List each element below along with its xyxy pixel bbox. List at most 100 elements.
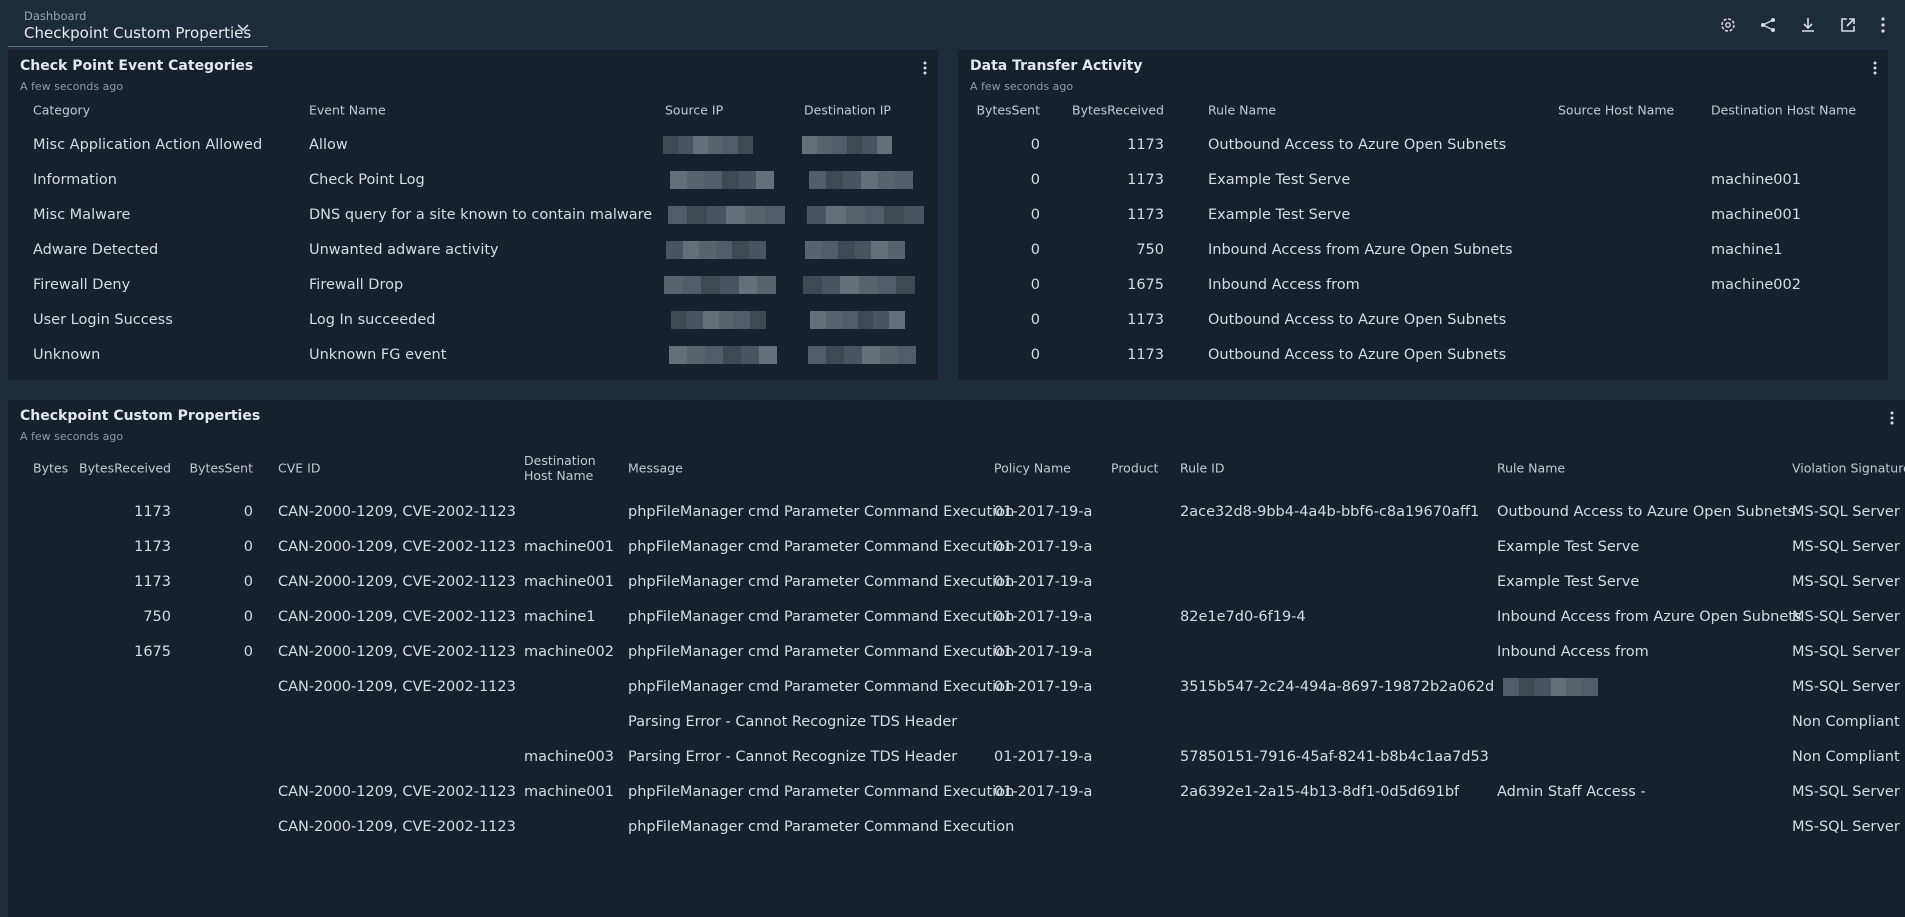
redacted-block <box>701 276 721 294</box>
redacted-block <box>1518 678 1535 696</box>
panel-menu[interactable] <box>922 60 928 76</box>
table-cell: machine002 <box>1711 277 1801 293</box>
table-cell: 57850151-7916-45af-8241-b8b4c1aa7d53 <box>1180 749 1489 765</box>
table-cell: CAN-2000-1209, CVE-2002-1123 <box>278 819 516 835</box>
table-cell: 1173 <box>134 574 171 590</box>
panel: Checkpoint Custom Properties A few second… <box>8 400 1905 917</box>
table-cell: CAN-2000-1209, CVE-2002-1123 <box>278 609 516 625</box>
redacted-block <box>720 276 739 294</box>
redacted-block <box>726 206 746 224</box>
table-cell: Non Compliant <box>1792 714 1900 730</box>
redacted-block <box>903 206 924 224</box>
table-cell: 82e1e7d0-6f19-4 <box>1180 609 1306 625</box>
table-cell: Unknown FG event <box>309 347 447 363</box>
redacted-block <box>757 276 777 294</box>
column-header: Category <box>33 102 91 118</box>
table-cell: 0 <box>243 644 253 660</box>
column-header: Rule ID <box>1180 460 1225 476</box>
redacted-block <box>686 311 703 329</box>
table-cell: CAN-2000-1209, CVE-2002-1123 <box>278 504 516 520</box>
redacted-block <box>865 206 885 224</box>
settings-icon[interactable] <box>1718 15 1738 35</box>
table-cell: MS-SQL Server <box>1792 679 1900 695</box>
redacted-block <box>668 206 688 224</box>
selector-underline <box>8 46 268 47</box>
redacted-block <box>734 311 751 329</box>
table-cell: CAN-2000-1209, CVE-2002-1123 <box>278 574 516 590</box>
table-cell: MS-SQL Server <box>1792 504 1900 520</box>
panel-title: Check Point Event Categories <box>20 58 254 74</box>
redacted-block <box>840 276 860 294</box>
redacted-block <box>859 276 878 294</box>
redacted-block <box>845 206 866 224</box>
redacted-block <box>1566 678 1583 696</box>
redacted-block <box>825 311 842 329</box>
redacted-block <box>826 171 845 189</box>
redacted-block <box>666 241 683 259</box>
panel: Check Point Event Categories A few second… <box>8 50 938 380</box>
overflow-menu[interactable] <box>1878 15 1888 35</box>
table-cell: Inbound Access from Azure Open Subnets <box>1497 609 1802 625</box>
column-header: Destination IP <box>804 102 891 118</box>
table-cell: Parsing Error - Cannot Recognize TDS Hea… <box>628 714 958 730</box>
redacted-block <box>809 171 827 189</box>
redacted-block <box>693 136 708 154</box>
redacted-block <box>832 136 847 154</box>
redacted-block <box>721 171 740 189</box>
redacted-block <box>808 346 826 364</box>
redacted-block <box>671 311 687 329</box>
redacted-block <box>664 276 683 294</box>
column-header: BytesSent <box>189 460 253 476</box>
table-cell: machine001 <box>1711 172 1801 188</box>
table-cell: Inbound Access from <box>1497 644 1649 660</box>
table-cell: Unknown <box>33 347 101 363</box>
share-icon[interactable] <box>1758 15 1778 35</box>
redacted-block <box>817 136 832 154</box>
redacted-block <box>871 241 888 259</box>
redacted-block <box>699 241 716 259</box>
table-cell: 1173 <box>1127 207 1164 223</box>
table-cell: 01-2017-19-a <box>994 679 1093 695</box>
table-cell: Admin Staff Access - <box>1497 784 1646 800</box>
column-header: Source Host Name <box>1558 102 1675 118</box>
table-cell: Inbound Access from Azure Open Subnets <box>1208 242 1513 258</box>
panel: Data Transfer Activity A few seconds ago B… <box>958 50 1888 380</box>
table-cell: 0 <box>1030 172 1040 188</box>
table-cell: 0 <box>243 574 253 590</box>
redacted-block <box>663 136 678 154</box>
column-header: Event Name <box>309 102 386 118</box>
table-cell: 01-2017-19-a <box>994 539 1093 555</box>
panel-menu[interactable] <box>1872 60 1878 76</box>
table-cell: 3515b547-2c24-494a-8697-19872b2a062d <box>1180 679 1495 695</box>
redacted-block <box>841 311 858 329</box>
redacted-block <box>1582 678 1599 696</box>
redacted-block <box>896 276 916 294</box>
table-cell: 1173 <box>1127 347 1164 363</box>
redacted-block <box>738 171 757 189</box>
redacted-block <box>741 346 759 364</box>
redacted-block <box>857 311 874 329</box>
redacted-block <box>873 311 890 329</box>
table-cell: Example Test Serve <box>1208 172 1351 188</box>
table-cell: 01-2017-19-a <box>994 749 1093 765</box>
redacted-block <box>705 346 723 364</box>
table-cell: phpFileManager cmd Parameter Command Exe… <box>628 504 1015 520</box>
table-cell: 1173 <box>1127 312 1164 328</box>
table-cell: MS-SQL Server <box>1792 784 1900 800</box>
dropdown-chevron[interactable] <box>236 22 250 34</box>
download-icon[interactable] <box>1798 15 1818 35</box>
panel-menu[interactable] <box>1889 410 1895 426</box>
open-icon[interactable] <box>1838 15 1858 35</box>
table-cell: Firewall Drop <box>309 277 404 293</box>
table-cell: 01-2017-19-a <box>994 644 1093 660</box>
redacted-block <box>759 346 777 364</box>
table-cell: MS-SQL Server <box>1792 609 1900 625</box>
table-cell: phpFileManager cmd Parameter Command Exe… <box>628 784 1015 800</box>
redacted-block <box>843 171 862 189</box>
dashboard-selector[interactable]: Checkpoint Custom Properties <box>24 24 252 42</box>
table-cell: machine001 <box>524 574 614 590</box>
table-cell: machine001 <box>524 539 614 555</box>
redacted-block <box>894 171 913 189</box>
column-header: BytesReceived <box>1072 102 1164 118</box>
table-cell: Misc Malware <box>33 207 131 223</box>
